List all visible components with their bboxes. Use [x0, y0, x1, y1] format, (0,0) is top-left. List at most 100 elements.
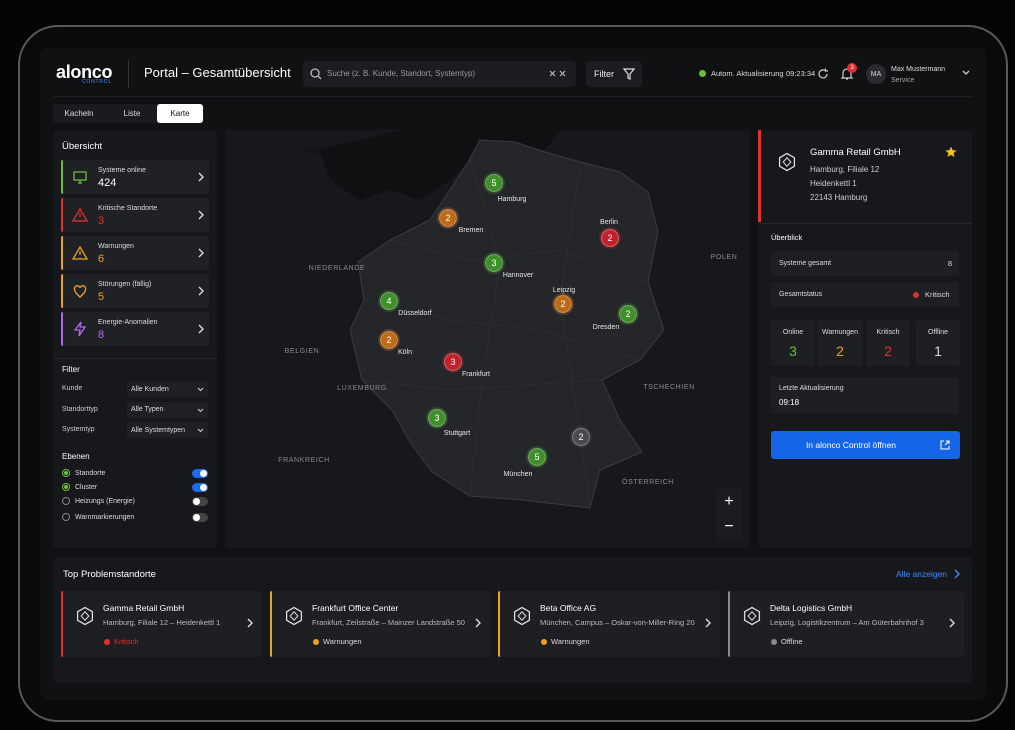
header-line: [53, 96, 972, 97]
ext: [940, 440, 950, 450]
chevron-path: [475, 618, 481, 628]
tab[interactable]: Liste: [110, 104, 154, 123]
filter-select[interactable]: Alle Typen: [127, 401, 208, 418]
problem-card[interactable]: Frankfurt Office Center Frankfurt, Zeilst…: [270, 591, 490, 657]
overview-card[interactable]: Störungen (fällig) 5: [61, 274, 209, 308]
overview-card[interactable]: Warnungen 6: [61, 236, 209, 270]
cluster[interactable]: 2: [599, 227, 621, 249]
site-icon: [76, 606, 94, 626]
chevron-path: [198, 248, 204, 258]
overview-value: 424: [98, 177, 117, 189]
layers-title: Ebenen: [62, 452, 90, 461]
cluster[interactable]: 3: [442, 351, 464, 373]
overview-card[interactable]: Kritische Standorte 3: [61, 198, 209, 232]
cluster[interactable]: 4: [378, 290, 400, 312]
problem-status-dot: [313, 639, 319, 645]
city-label: Dresden: [593, 324, 620, 331]
problem-status: Warnungen: [551, 637, 590, 646]
avatar-initials: MA: [870, 71, 882, 78]
show-all-link[interactable]: Alle anzeigen: [896, 569, 948, 579]
refresh-icon[interactable]: [817, 68, 829, 80]
cluster-count: 3: [434, 413, 439, 423]
status-dot: [699, 70, 706, 77]
overview-card[interactable]: Systeme online 424: [61, 160, 209, 194]
cluster[interactable]: 3: [426, 407, 448, 429]
problem-card[interactable]: Gamma Retail GmbH Hamburg, Filiale 12 – H…: [61, 591, 262, 657]
filter-label: Systemtyp: [62, 426, 95, 433]
tab-label: Kacheln: [64, 109, 94, 118]
layer-toggle[interactable]: [192, 483, 208, 492]
search-box[interactable]: Suche (z. B. Kunde, Standort, Systemtyp): [303, 61, 576, 87]
country-label: BELGIEN: [285, 348, 320, 355]
problem-chevron: [247, 618, 253, 628]
cluster[interactable]: 3: [483, 252, 505, 274]
tab[interactable]: Kacheln: [55, 104, 103, 123]
layer-radio[interactable]: [62, 513, 70, 521]
overview-chevron: [198, 324, 204, 334]
last-update-value: 09:18: [779, 398, 800, 407]
zoom-out[interactable]: −: [724, 518, 734, 535]
status-dot: [913, 291, 919, 298]
problem-chevron: [705, 618, 711, 628]
external-icon: [940, 440, 950, 450]
city-label: Leipzig: [553, 287, 575, 294]
cluster-count: 2: [560, 299, 565, 309]
cluster[interactable]: 2: [617, 303, 639, 325]
favorite-star[interactable]: [945, 146, 957, 158]
country-label: FRANKREICH: [278, 457, 330, 464]
divider: [128, 60, 129, 88]
overview-label: Warnungen: [98, 243, 134, 250]
country-label: POLEN: [711, 254, 738, 261]
layer-radio[interactable]: [62, 469, 70, 477]
filter-select[interactable]: Alle Systemtypen: [127, 422, 208, 438]
map-layer: DÄNEMARKNIEDERLANDEPOLENBELGIENLUXEMBURG…: [225, 130, 750, 548]
layer-radio[interactable]: [62, 497, 70, 505]
tab[interactable]: Karte: [157, 104, 203, 123]
city-label: Hamburg: [498, 196, 527, 203]
problem-card[interactable]: Beta Office AG München, Campus – Oskar-vo…: [498, 591, 720, 657]
clear-x: [549, 70, 556, 77]
cluster[interactable]: 2: [378, 329, 400, 351]
cluster-circle: [380, 331, 398, 349]
filter-title: Filter: [62, 365, 80, 374]
row-label: Systeme gesamt: [779, 260, 832, 267]
cluster[interactable]: 5: [526, 446, 548, 468]
chev: [962, 70, 970, 75]
cluster-count: 2: [625, 309, 630, 319]
chevron-path: [954, 569, 960, 579]
user-menu-chevron[interactable]: [962, 70, 970, 76]
select-chevron: [197, 428, 204, 433]
icon-path: [72, 207, 88, 222]
country-label: ÖSTERREICH: [622, 478, 674, 486]
cluster[interactable]: 5: [483, 172, 505, 194]
stat-value: 2: [836, 343, 844, 359]
avatar[interactable]: MA: [866, 64, 886, 84]
layer-toggle[interactable]: [192, 497, 208, 506]
detail-address: Hamburg, Filiale 12: [810, 165, 880, 174]
problem-name: Delta Logistics GmbH: [770, 603, 853, 613]
filter-select[interactable]: Alle Kunden: [127, 381, 208, 397]
layer-toggle[interactable]: [192, 513, 208, 522]
chevron-path: [705, 618, 711, 628]
clear-icon[interactable]: [549, 70, 569, 78]
funnel: [623, 68, 635, 80]
zoom-in[interactable]: +: [724, 493, 734, 510]
cluster[interactable]: 2: [570, 426, 592, 448]
hex: [513, 606, 531, 626]
page-title: Portal – Gesamtübersicht: [144, 65, 291, 80]
cluster-count: 4: [386, 296, 391, 306]
user-role: Service: [891, 77, 915, 84]
problem-card[interactable]: Delta Logistics GmbH Leipzig, Logistikzen…: [728, 591, 964, 657]
city-label: München: [504, 471, 533, 478]
layer-toggle[interactable]: [192, 469, 208, 478]
overview-card[interactable]: Energie-Anomalien 8: [61, 312, 209, 346]
cluster[interactable]: 2: [552, 293, 574, 315]
filter-button[interactable]: Filter: [586, 61, 642, 87]
hex: [76, 606, 94, 626]
hex: [285, 606, 303, 626]
toggle-knob: [193, 498, 200, 505]
layer-radio[interactable]: [62, 483, 70, 491]
open-button[interactable]: In alonco Control öffnen: [771, 431, 960, 459]
cluster[interactable]: 2: [437, 207, 459, 229]
hex-inner: [289, 611, 299, 621]
